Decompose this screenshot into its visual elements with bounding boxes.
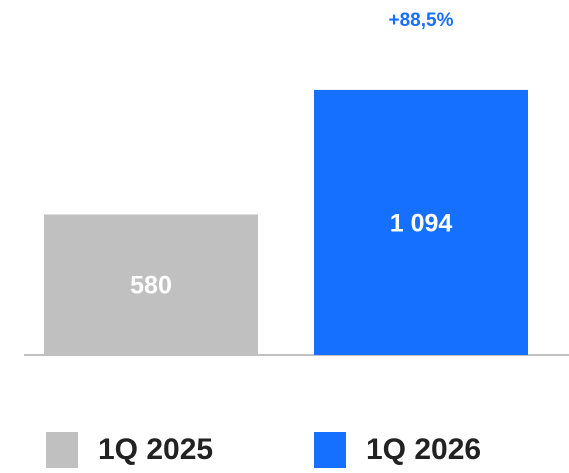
legend-swatch-2026 [314, 432, 346, 468]
legend-swatch-2025 [46, 432, 78, 468]
change-label: +88,5% [389, 10, 454, 31]
bar-2 [314, 89, 528, 356]
legend-item-2026: 1Q 2026 [314, 430, 481, 470]
legend-label-2025: 1Q 2025 [98, 433, 214, 466]
bars-group: 580 1 094 [44, 89, 528, 356]
legend-label-2026: 1Q 2026 [366, 433, 482, 466]
legend-item-2025: 1Q 2025 [46, 430, 213, 470]
bar-chart: 580 1 094 +88,5% [24, 10, 569, 356]
legend: 1Q 2025 1Q 2026 [0, 430, 569, 470]
bar-value-label-1: 580 [130, 272, 172, 300]
bar-value-label-2: 1 094 [390, 209, 453, 237]
bar-1 [44, 214, 258, 355]
